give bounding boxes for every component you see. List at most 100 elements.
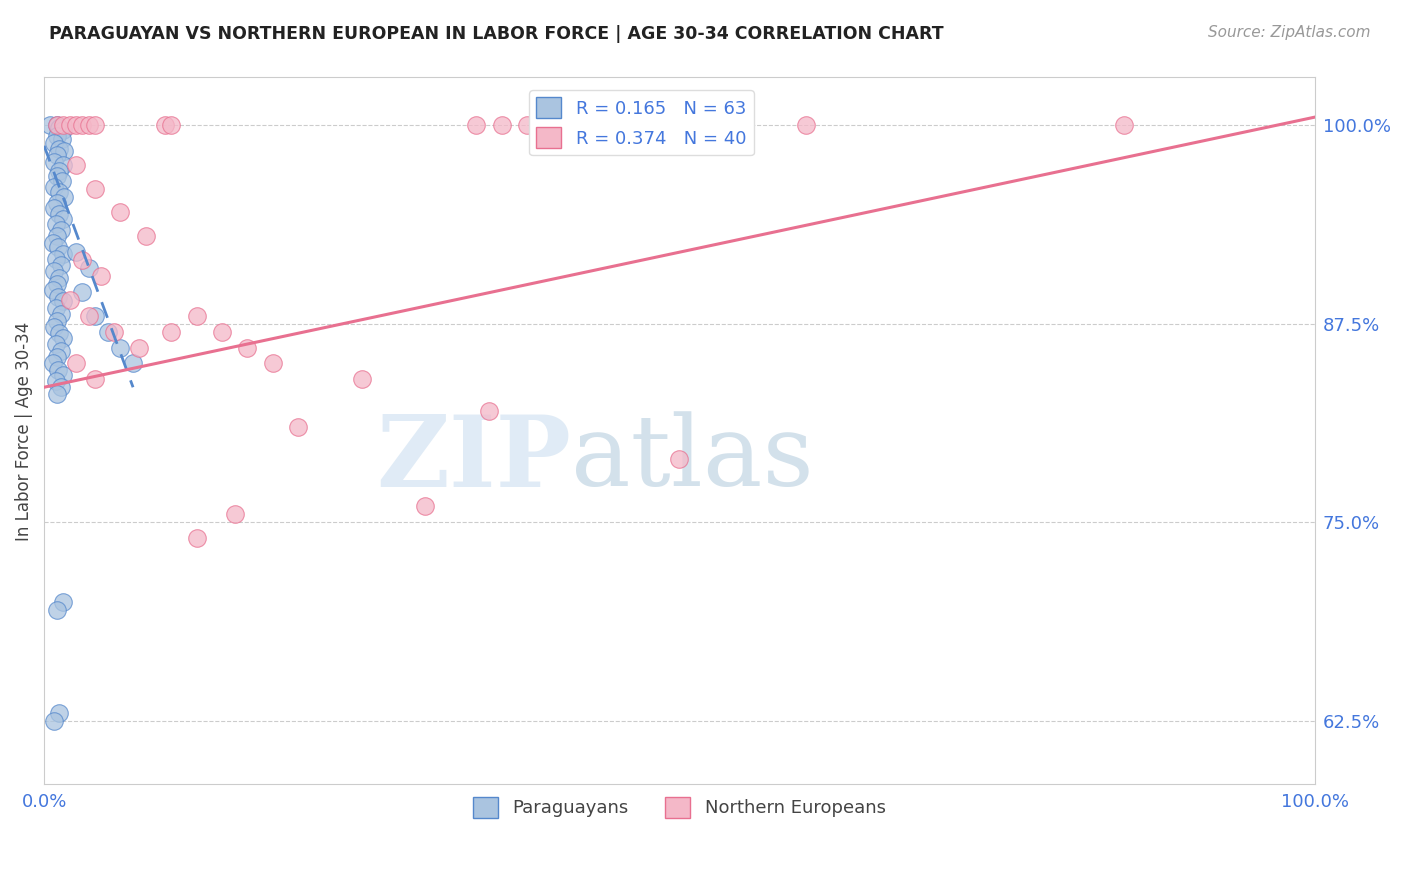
Point — [48, 121, 70, 136]
Point — [160, 325, 183, 339]
Point — [70, 285, 93, 299]
Point — [70, 118, 93, 132]
Point — [42, 356, 65, 370]
Legend: Paraguayans, Northern Europeans: Paraguayans, Northern Europeans — [465, 789, 893, 825]
Point — [49, 343, 72, 358]
Point — [65, 158, 87, 172]
Point — [45, 229, 67, 244]
Point — [48, 270, 70, 285]
Point — [52, 158, 75, 172]
Point — [160, 118, 183, 132]
Point — [53, 144, 76, 158]
Point — [77, 309, 100, 323]
Y-axis label: In Labor Force | Age 30-34: In Labor Force | Age 30-34 — [15, 321, 32, 541]
Point — [44, 264, 66, 278]
Point — [45, 169, 67, 183]
Point — [51, 132, 73, 146]
Point — [186, 531, 208, 545]
Point — [44, 180, 66, 194]
Point — [668, 451, 690, 466]
Point — [58, 293, 80, 307]
Point — [516, 118, 538, 132]
Point — [45, 386, 67, 401]
Point — [44, 319, 66, 334]
Point — [122, 356, 145, 370]
Point — [45, 217, 67, 231]
Point — [46, 240, 69, 254]
Point — [97, 325, 120, 339]
Point — [52, 595, 75, 609]
Point — [44, 154, 66, 169]
Point — [77, 261, 100, 276]
Point — [48, 207, 70, 221]
Point — [84, 118, 107, 132]
Text: PARAGUAYAN VS NORTHERN EUROPEAN IN LABOR FORCE | AGE 30-34 CORRELATION CHART: PARAGUAYAN VS NORTHERN EUROPEAN IN LABOR… — [49, 25, 943, 43]
Text: Source: ZipAtlas.com: Source: ZipAtlas.com — [1208, 25, 1371, 40]
Point — [52, 123, 75, 137]
Point — [90, 268, 112, 283]
Point — [46, 290, 69, 304]
Point — [48, 164, 70, 178]
Point — [796, 118, 818, 132]
Point — [45, 301, 67, 315]
Point — [52, 294, 75, 309]
Point — [45, 129, 67, 144]
Point — [49, 307, 72, 321]
Point — [45, 350, 67, 364]
Point — [65, 356, 87, 370]
Point — [350, 372, 373, 386]
Point — [110, 341, 132, 355]
Point — [45, 148, 67, 162]
Text: atlas: atlas — [571, 411, 814, 508]
Point — [128, 341, 150, 355]
Point — [103, 325, 125, 339]
Point — [478, 404, 501, 418]
Point — [44, 201, 66, 215]
Point — [65, 118, 87, 132]
Point — [45, 602, 67, 616]
Point — [567, 118, 589, 132]
Point — [48, 706, 70, 720]
Point — [224, 508, 246, 522]
Point — [153, 118, 176, 132]
Point — [58, 118, 80, 132]
Point — [45, 118, 67, 132]
Point — [135, 229, 157, 244]
Point — [49, 223, 72, 237]
Point — [45, 118, 67, 132]
Point — [465, 118, 488, 132]
Point — [52, 247, 75, 261]
Point — [46, 363, 69, 377]
Point — [48, 142, 70, 156]
Point — [84, 181, 107, 195]
Point — [1112, 118, 1135, 132]
Point — [45, 374, 67, 388]
Point — [287, 420, 309, 434]
Point — [491, 118, 513, 132]
Point — [236, 341, 259, 355]
Point — [65, 245, 87, 260]
Point — [44, 136, 66, 150]
Point — [84, 372, 107, 386]
Point — [51, 174, 73, 188]
Point — [77, 118, 100, 132]
Point — [186, 309, 208, 323]
Point — [413, 500, 436, 514]
Point — [52, 211, 75, 226]
Point — [45, 313, 67, 327]
Point — [52, 118, 75, 132]
Point — [110, 205, 132, 219]
Point — [52, 331, 75, 345]
Point — [70, 253, 93, 268]
Point — [49, 380, 72, 394]
Point — [42, 283, 65, 297]
Point — [44, 714, 66, 728]
Point — [42, 235, 65, 250]
Point — [45, 196, 67, 211]
Point — [39, 118, 62, 132]
Point — [49, 258, 72, 272]
Point — [53, 189, 76, 203]
Point — [45, 252, 67, 266]
Point — [48, 326, 70, 341]
Point — [48, 185, 70, 199]
